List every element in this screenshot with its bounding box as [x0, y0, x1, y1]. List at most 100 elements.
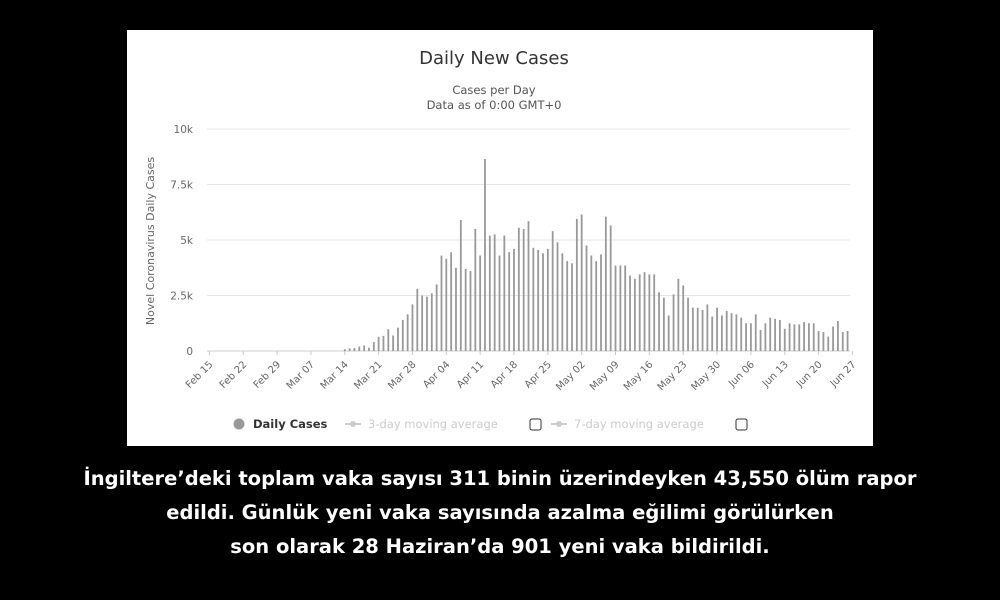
- bar[interactable]: [740, 317, 743, 351]
- bar[interactable]: [677, 278, 680, 351]
- bar[interactable]: [619, 265, 622, 351]
- bar[interactable]: [411, 304, 414, 351]
- bar[interactable]: [445, 258, 448, 351]
- bar[interactable]: [585, 245, 588, 351]
- bar[interactable]: [561, 253, 564, 351]
- bar[interactable]: [600, 254, 602, 351]
- bar[interactable]: [716, 307, 718, 351]
- bar[interactable]: [701, 309, 704, 351]
- bar[interactable]: [353, 348, 356, 351]
- bar[interactable]: [730, 313, 733, 351]
- bar[interactable]: [769, 317, 772, 351]
- bar[interactable]: [358, 346, 361, 351]
- bar[interactable]: [643, 272, 646, 351]
- legend-item-3-day-average[interactable]: 3-day moving average: [345, 417, 542, 431]
- bar[interactable]: [812, 323, 815, 351]
- bar[interactable]: [575, 218, 578, 351]
- bar[interactable]: [783, 328, 786, 351]
- bar[interactable]: [846, 331, 849, 351]
- bar[interactable]: [440, 255, 443, 351]
- bar[interactable]: [590, 255, 593, 351]
- bar[interactable]: [672, 294, 675, 351]
- bar[interactable]: [749, 323, 752, 351]
- bar[interactable]: [725, 311, 728, 351]
- bar[interactable]: [837, 321, 839, 351]
- bar[interactable]: [513, 248, 515, 351]
- bar[interactable]: [566, 261, 569, 351]
- bar[interactable]: [387, 329, 390, 351]
- bar[interactable]: [822, 332, 825, 351]
- legend-checkbox-3-day[interactable]: [529, 418, 542, 431]
- bar[interactable]: [556, 242, 559, 351]
- bar[interactable]: [532, 247, 535, 351]
- bar[interactable]: [691, 307, 694, 351]
- bar[interactable]: [522, 228, 525, 351]
- bar[interactable]: [348, 348, 351, 351]
- bar[interactable]: [450, 252, 453, 351]
- bar[interactable]: [808, 323, 810, 351]
- bar[interactable]: [546, 248, 549, 351]
- bar[interactable]: [614, 265, 617, 351]
- bar[interactable]: [580, 214, 583, 351]
- bar[interactable]: [595, 261, 598, 351]
- bar[interactable]: [609, 225, 612, 351]
- bar[interactable]: [745, 323, 747, 351]
- bar[interactable]: [503, 235, 506, 351]
- bar[interactable]: [658, 292, 660, 351]
- bar[interactable]: [604, 216, 607, 351]
- bar[interactable]: [542, 253, 544, 351]
- bar[interactable]: [493, 234, 496, 351]
- bar[interactable]: [754, 314, 757, 351]
- bar[interactable]: [832, 326, 834, 351]
- bar[interactable]: [455, 267, 457, 351]
- bar[interactable]: [517, 227, 520, 351]
- bar[interactable]: [662, 297, 665, 351]
- bar[interactable]: [793, 324, 796, 351]
- bar[interactable]: [696, 307, 699, 351]
- bar[interactable]: [392, 335, 395, 351]
- bar[interactable]: [817, 331, 820, 351]
- bar[interactable]: [720, 315, 723, 351]
- bar[interactable]: [682, 285, 685, 351]
- bar[interactable]: [624, 265, 627, 351]
- legend-item-7-day-average[interactable]: 7-day moving average: [551, 417, 748, 431]
- bar[interactable]: [508, 252, 511, 351]
- bar[interactable]: [711, 316, 714, 351]
- bar[interactable]: [372, 342, 375, 351]
- bar[interactable]: [638, 274, 641, 351]
- bar[interactable]: [827, 336, 830, 351]
- bar[interactable]: [397, 327, 399, 351]
- bar[interactable]: [687, 297, 689, 351]
- bar[interactable]: [841, 332, 844, 351]
- bar[interactable]: [759, 329, 762, 351]
- bar[interactable]: [464, 268, 467, 351]
- bar[interactable]: [798, 324, 801, 351]
- bar[interactable]: [363, 345, 366, 351]
- bar[interactable]: [764, 323, 767, 351]
- bar[interactable]: [426, 296, 428, 351]
- bar[interactable]: [416, 288, 419, 351]
- legend-checkbox-7-day[interactable]: [735, 418, 748, 431]
- bar[interactable]: [803, 322, 805, 351]
- bar[interactable]: [421, 295, 424, 352]
- bar[interactable]: [633, 278, 636, 351]
- bar[interactable]: [706, 304, 709, 351]
- bar[interactable]: [648, 274, 651, 351]
- bar[interactable]: [343, 349, 346, 351]
- bar[interactable]: [479, 255, 482, 351]
- bar[interactable]: [382, 335, 385, 351]
- bar[interactable]: [629, 275, 631, 351]
- legend-item-daily-cases[interactable]: Daily Cases: [233, 417, 328, 431]
- bar[interactable]: [551, 231, 554, 351]
- bar[interactable]: [488, 235, 491, 351]
- bar[interactable]: [474, 228, 477, 351]
- bar[interactable]: [537, 249, 540, 351]
- bar[interactable]: [459, 220, 462, 351]
- bar[interactable]: [779, 319, 781, 351]
- bar[interactable]: [435, 284, 438, 351]
- bar[interactable]: [774, 318, 776, 351]
- bar[interactable]: [484, 158, 486, 351]
- bar[interactable]: [667, 315, 670, 351]
- bar[interactable]: [377, 336, 380, 351]
- bar[interactable]: [735, 314, 738, 351]
